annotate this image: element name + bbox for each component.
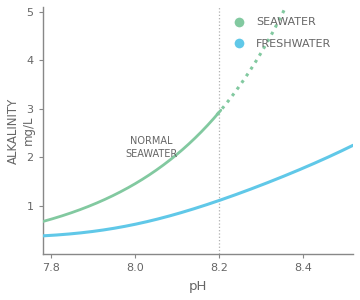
Y-axis label: ALKALINITY
mg/L: ALKALINITY mg/L — [7, 98, 35, 164]
Legend: SEAWATER, FRESHWATER: SEAWATER, FRESHWATER — [228, 17, 331, 49]
Text: NORMAL
SEAWATER: NORMAL SEAWATER — [126, 136, 178, 159]
X-axis label: pH: pH — [189, 280, 207, 293]
